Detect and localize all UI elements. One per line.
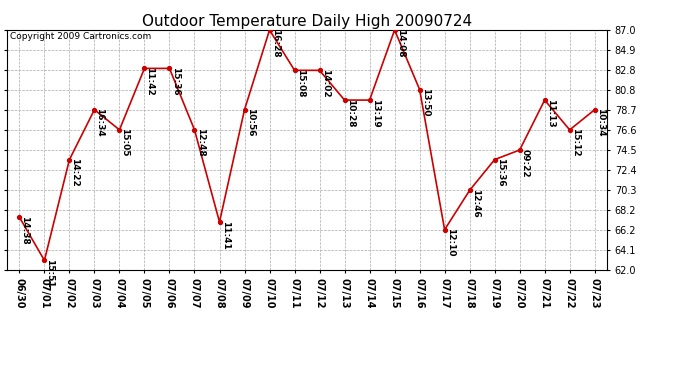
Text: 12:10: 12:10: [446, 228, 455, 257]
Text: 12:48: 12:48: [195, 129, 204, 157]
Text: 14:02: 14:02: [321, 69, 330, 98]
Text: 14:22: 14:22: [70, 158, 79, 187]
Text: 15:08: 15:08: [295, 69, 304, 98]
Text: 12:46: 12:46: [471, 189, 480, 217]
Text: 15:05: 15:05: [121, 129, 130, 157]
Text: 14:38: 14:38: [21, 216, 30, 244]
Text: 13:50: 13:50: [421, 88, 430, 117]
Text: 09:22: 09:22: [521, 148, 530, 177]
Text: 10:56: 10:56: [246, 108, 255, 137]
Text: Copyright 2009 Cartronics.com: Copyright 2009 Cartronics.com: [10, 32, 151, 41]
Text: 15:36: 15:36: [495, 158, 504, 187]
Text: 11:41: 11:41: [221, 220, 230, 249]
Text: 10:28: 10:28: [346, 99, 355, 127]
Text: 11:42: 11:42: [146, 67, 155, 96]
Text: 15:36: 15:36: [170, 67, 179, 96]
Text: 11:13: 11:13: [546, 99, 555, 128]
Text: 15:12: 15:12: [571, 129, 580, 157]
Text: 16:28: 16:28: [270, 28, 279, 57]
Text: 15:51: 15:51: [46, 259, 55, 288]
Title: Outdoor Temperature Daily High 20090724: Outdoor Temperature Daily High 20090724: [142, 14, 472, 29]
Text: 13:19: 13:19: [371, 99, 380, 128]
Text: 16:34: 16:34: [95, 108, 104, 137]
Text: 10:34: 10:34: [595, 108, 604, 137]
Text: 14:08: 14:08: [395, 28, 404, 57]
